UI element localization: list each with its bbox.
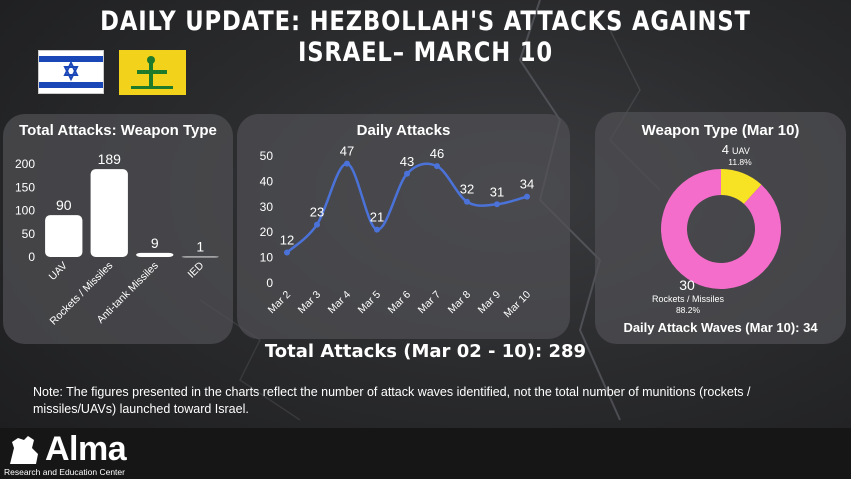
line-value-label: 23	[310, 205, 324, 220]
bar-value-label: 1	[196, 239, 204, 255]
bar	[45, 215, 83, 257]
donut-chart-title: Weapon Type (Mar 10)	[641, 122, 800, 139]
bar-category-label: IED	[186, 259, 207, 280]
bar-value-label: 9	[151, 235, 159, 251]
bar-y-tick-label: 200	[15, 157, 35, 171]
hezbollah-flag-icon	[119, 50, 186, 95]
line-category-label: Mar 9	[476, 289, 504, 317]
line-point	[284, 249, 290, 256]
line-point	[524, 193, 530, 200]
note-text: Note: The figures presented in the chart…	[33, 385, 751, 416]
line-category-label: Mar 5	[356, 289, 384, 317]
line-value-label: 12	[280, 233, 294, 248]
bar-chart-title: Total Attacks: Weapon Type	[19, 122, 217, 139]
weapon-type-bar-panel: Total Attacks: Weapon Type 0 50 100 150 200 9…	[3, 114, 233, 344]
line-value-label: 21	[370, 210, 384, 225]
alma-logo-subtitle: Research and Education Center	[4, 467, 125, 477]
line-point	[404, 170, 410, 177]
alma-logo-text: Alma	[45, 430, 127, 468]
line-chart-title: Daily Attacks	[356, 122, 451, 139]
line-value-label: 43	[400, 154, 414, 169]
bar-category-label: UAV	[47, 260, 70, 283]
israel-flag-icon	[38, 50, 104, 94]
line-value-label: 34	[520, 177, 534, 192]
line-point	[434, 163, 440, 170]
total-attacks: Total Attacks (Mar 02 - 10): 289	[264, 341, 587, 362]
line-category-label: Mar 2	[266, 289, 294, 317]
bar	[136, 252, 174, 257]
bar-y-tick-label: 100	[15, 204, 35, 218]
line-y-tick-label: 50	[260, 149, 274, 163]
donut-uav-percent: 11.8%	[728, 157, 752, 167]
weapon-type-donut-panel: Weapon Type (Mar 10) 4 UAV 11.8% 30 Rockets …	[595, 112, 846, 344]
alma-logo-icon	[10, 436, 38, 464]
line-value-label: 47	[340, 144, 354, 159]
line-category-label: Mar 8	[446, 289, 474, 317]
line-value-label: 31	[490, 184, 504, 199]
daily-attack-waves: Daily Attack Waves (Mar 10): 34	[623, 320, 818, 335]
donut-rockets-value: 30	[679, 277, 695, 293]
line-category-label: Mar 7	[416, 289, 444, 317]
daily-attacks-line-panel: Daily Attacks 0 10 20 30 40 50 12 Mar 2 23 Mar 3 4…	[237, 114, 570, 339]
line-category-label: Mar 4	[326, 289, 354, 317]
donut-slice-rockets	[661, 169, 781, 289]
line-point	[464, 198, 470, 205]
line-category-label: Mar 3	[296, 289, 324, 317]
donut-rockets-label: Rockets / Missiles	[652, 294, 725, 304]
bar-y-tick-label: 150	[15, 180, 35, 194]
bar-y-tick-label: 50	[22, 227, 36, 241]
line-value-label: 32	[460, 182, 474, 197]
line-chart: 0 10 20 30 40 50 12 Mar 2 23 Mar 3 47 Mar 4 21 Mar 5 4…	[260, 144, 535, 321]
page-title: DAILY UPDATE: HEZBOLLAH'S ATTACKS AGAINS…	[100, 6, 751, 68]
line-y-tick-label: 40	[260, 174, 274, 188]
line-point	[314, 221, 320, 228]
bar	[90, 169, 128, 257]
donut-uav-value: 4	[722, 142, 729, 157]
line-y-tick-label: 10	[260, 251, 274, 265]
line-point	[494, 201, 500, 208]
line-series-path	[286, 162, 528, 254]
bar	[181, 256, 219, 258]
line-point	[374, 226, 380, 233]
bar-y-tick-label: 0	[28, 250, 35, 264]
line-y-tick-label: 30	[260, 200, 274, 214]
line-category-label: Mar 6	[386, 289, 414, 317]
footer-bar	[0, 428, 851, 479]
donut-slice-uav	[721, 169, 762, 204]
line-y-tick-label: 0	[266, 276, 273, 290]
donut-rockets-percent: 88.2%	[676, 305, 701, 315]
donut-uav-label: UAV	[732, 146, 750, 156]
line-category-label: Mar 10	[502, 289, 534, 321]
line-y-tick-label: 20	[260, 225, 274, 239]
bar-value-label: 90	[56, 197, 72, 213]
line-value-label: 46	[430, 146, 444, 161]
line-point	[344, 160, 350, 167]
bar-value-label: 189	[98, 151, 122, 167]
